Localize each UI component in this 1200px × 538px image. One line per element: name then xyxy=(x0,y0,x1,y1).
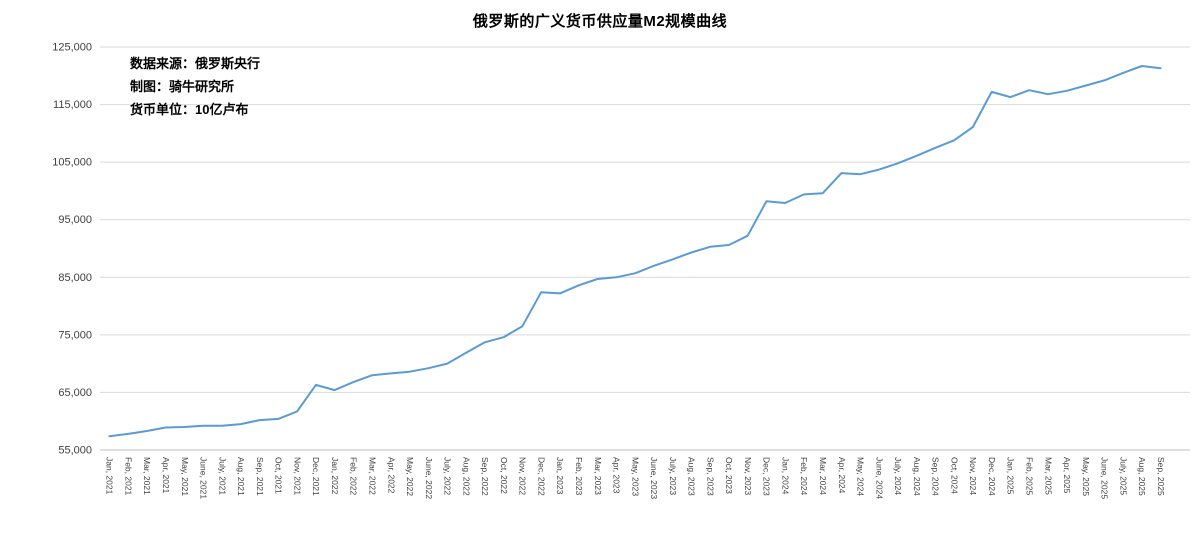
x-axis-tick-label: Oct, 2023 xyxy=(724,457,734,494)
x-axis-tick-label: Dec, 2024 xyxy=(987,457,997,496)
x-axis-tick-label: Mar, 2024 xyxy=(818,457,828,495)
x-axis-tick-label: Oct, 2022 xyxy=(499,457,509,494)
x-axis-tick-label: May, 2022 xyxy=(405,457,415,496)
x-axis-tick-label: Apr, 2022 xyxy=(386,457,396,494)
chart-title: 俄罗斯的广义货币供应量M2规模曲线 xyxy=(472,13,728,30)
x-axis-tick-label: Feb, 2021 xyxy=(123,457,133,496)
y-axis-tick-label: 85,000 xyxy=(58,272,92,284)
x-axis-tick-label: Sep, 2025 xyxy=(1156,457,1166,496)
x-axis-tick-label: July, 2025 xyxy=(1118,457,1128,495)
x-axis-tick-label: Apr, 2023 xyxy=(611,457,621,494)
x-axis-tick-label: May, 2023 xyxy=(630,457,640,496)
x-axis-tick-label: July, 2021 xyxy=(217,457,227,495)
x-axis-tick-label: Feb, 2025 xyxy=(1024,457,1034,496)
x-axis-tick-label: July, 2024 xyxy=(893,457,903,495)
x-axis-tick-label: Sep, 2021 xyxy=(255,457,265,496)
x-axis-tick-label: May, 2025 xyxy=(1081,457,1091,496)
chart-annotations: 数据来源：俄罗斯央行 制图：骑牛研究所 货币单位：10亿卢布 xyxy=(130,52,260,121)
x-axis-tick-label: June, 2023 xyxy=(649,457,659,499)
x-axis-tick-label: Apr, 2024 xyxy=(837,457,847,494)
x-axis-tick-label: Jan, 2022 xyxy=(330,457,340,495)
x-axis-tick-label: Sep, 2024 xyxy=(931,457,941,496)
x-axis-tick-label: Aug, 2021 xyxy=(236,457,246,496)
x-axis-tick-label: Oct, 2021 xyxy=(274,457,284,494)
x-axis-tick-label: Mar, 2025 xyxy=(1043,457,1053,495)
y-axis-tick-label: 75,000 xyxy=(58,329,92,341)
x-axis-tick-label: Sep, 2022 xyxy=(480,457,490,496)
x-axis-tick-label: Dec, 2023 xyxy=(762,457,772,496)
x-axis-tick-label: June, 2024 xyxy=(874,457,884,499)
x-axis-tick-label: Nov, 2024 xyxy=(968,457,978,495)
x-axis-tick-label: Nov, 2021 xyxy=(292,457,302,495)
x-axis-tick-label: May, 2024 xyxy=(856,457,866,496)
x-axis-tick-label: June, 2021 xyxy=(198,457,208,499)
x-axis-tick-label: Dec, 2022 xyxy=(536,457,546,496)
x-axis-tick-label: Feb, 2022 xyxy=(349,457,359,496)
y-axis-tick-label: 95,000 xyxy=(58,214,92,226)
y-axis-tick-label: 105,000 xyxy=(52,157,92,169)
x-axis-tick-label: Oct, 2024 xyxy=(949,457,959,494)
annotation-currency-unit: 货币单位：10亿卢布 xyxy=(130,102,249,117)
y-axis-tick-label: 115,000 xyxy=(53,99,92,111)
x-axis-tick-label: Jan, 2024 xyxy=(780,457,790,495)
x-axis-tick-label: Sep, 2023 xyxy=(705,457,715,496)
x-axis-tick-label: Feb, 2024 xyxy=(799,457,809,496)
y-axis-tick-label: 65,000 xyxy=(58,387,92,399)
x-axis-tick-label: Jan, 2021 xyxy=(105,457,115,495)
x-axis-tick-label: Apr, 2021 xyxy=(161,457,171,494)
x-axis-tick-label: Mar, 2021 xyxy=(142,457,152,495)
x-axis-tick-label: July, 2023 xyxy=(668,457,678,495)
x-axis-tick-label: Mar, 2022 xyxy=(367,457,377,495)
x-axis-tick-label: June, 2022 xyxy=(424,457,434,499)
x-axis-tick-label: Aug, 2024 xyxy=(912,457,922,496)
x-axis-tick-label: Dec, 2021 xyxy=(311,457,321,496)
x-axis-tick-label: Aug, 2022 xyxy=(461,457,471,496)
m2-series-line xyxy=(108,65,1162,438)
annotation-data-source: 数据来源：俄罗斯央行 xyxy=(130,56,261,71)
x-axis-tick-label: Aug, 2025 xyxy=(1137,457,1147,496)
x-axis-tick-label: Feb, 2023 xyxy=(574,457,584,496)
annotation-author: 制图：骑牛研究所 xyxy=(130,79,235,94)
x-axis-tick-label: Apr, 2025 xyxy=(1062,457,1072,494)
y-axis-tick-label: 55,000 xyxy=(58,445,92,457)
x-axis-tick-label: June, 2025 xyxy=(1100,457,1110,499)
x-axis-tick-label: Nov, 2023 xyxy=(743,457,753,495)
x-axis-tick-label: Mar, 2023 xyxy=(593,457,603,495)
x-axis-tick-label: Jan, 2023 xyxy=(555,457,565,495)
x-axis-tick-label: Jan, 2025 xyxy=(1006,457,1016,495)
x-axis-tick-label: Aug, 2023 xyxy=(687,457,697,496)
x-axis-tick-label: July, 2022 xyxy=(443,457,453,495)
y-axis-tick-label: 125,000 xyxy=(52,42,92,54)
x-axis-tick-label: Nov, 2022 xyxy=(518,457,528,495)
x-axis-tick-label: May, 2021 xyxy=(180,457,190,496)
